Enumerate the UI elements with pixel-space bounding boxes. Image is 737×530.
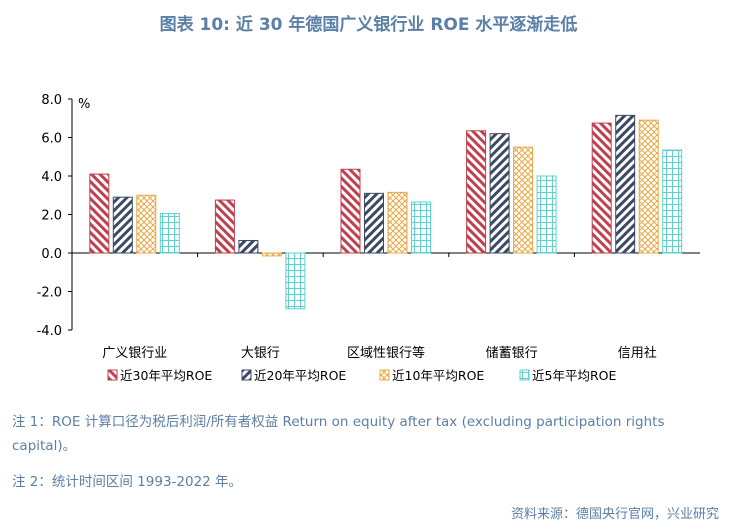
bar-1 bbox=[112, 196, 133, 254]
bar-0 bbox=[591, 122, 612, 254]
bar-3 bbox=[159, 213, 180, 254]
bar-3 bbox=[662, 149, 683, 254]
y-tick-label: 6.0 bbox=[41, 132, 62, 147]
legend-swatch bbox=[241, 369, 252, 381]
x-tick-label: 信用社 bbox=[618, 345, 657, 361]
bar-0 bbox=[214, 199, 235, 254]
bar-1 bbox=[364, 192, 384, 254]
legend-swatch bbox=[519, 369, 530, 381]
bar-3 bbox=[285, 252, 306, 310]
y-tick-label: 8.0 bbox=[41, 93, 62, 108]
x-tick-label: 广义银行业 bbox=[102, 346, 167, 361]
legend-label: 近20年平均ROE bbox=[254, 368, 346, 383]
y-tick-label: -2.0 bbox=[37, 286, 62, 301]
bar-2 bbox=[136, 194, 157, 254]
legend-label: 近10年平均ROE bbox=[392, 368, 484, 383]
legend-swatch bbox=[107, 369, 118, 381]
note-2: 注 2：统计时间区间 1993-2022 年。 bbox=[12, 474, 243, 490]
legend-swatch bbox=[379, 369, 390, 381]
y-tick-label: 0.0 bbox=[41, 247, 62, 262]
x-tick-label: 大银行 bbox=[241, 346, 280, 361]
y-tick-label: 4.0 bbox=[41, 170, 62, 185]
legend-label: 近30年平均ROE bbox=[120, 368, 212, 383]
bar-chart: 8.0 6.0 4.0 2.0 0.0 -2.0 -4.0% 广义银行业 大银行 区域性银行等 储蓄… bbox=[37, 93, 700, 383]
bar-2 bbox=[261, 252, 282, 257]
bar-2 bbox=[387, 191, 408, 254]
bar-0 bbox=[89, 173, 110, 254]
y-tick-label: 2.0 bbox=[41, 209, 62, 224]
bar-3 bbox=[411, 201, 431, 254]
bar-2 bbox=[513, 146, 534, 254]
source: 资料来源：德国央行官网，兴业研究 bbox=[510, 507, 719, 522]
bar-0 bbox=[466, 130, 487, 254]
x-tick-label: 储蓄银行 bbox=[486, 346, 538, 361]
unit-label: % bbox=[78, 97, 90, 112]
bar-2 bbox=[638, 119, 659, 254]
legend-label: 近5年平均ROE bbox=[532, 368, 616, 383]
bar-3 bbox=[536, 175, 557, 254]
bar-0 bbox=[340, 168, 361, 254]
bar-1 bbox=[238, 239, 259, 254]
chart-title: 图表 10: 近 30 年德国广义银行业 ROE 水平逐渐走低 bbox=[159, 15, 578, 35]
x-tick-label: 区域性银行等 bbox=[347, 345, 425, 361]
bar-1 bbox=[615, 114, 636, 254]
note-1: 注 1：ROE 计算口径为税后利润/所有者权益 Return on equity… bbox=[12, 414, 665, 454]
bar-1 bbox=[489, 133, 510, 254]
y-tick-label: -4.0 bbox=[37, 324, 62, 339]
